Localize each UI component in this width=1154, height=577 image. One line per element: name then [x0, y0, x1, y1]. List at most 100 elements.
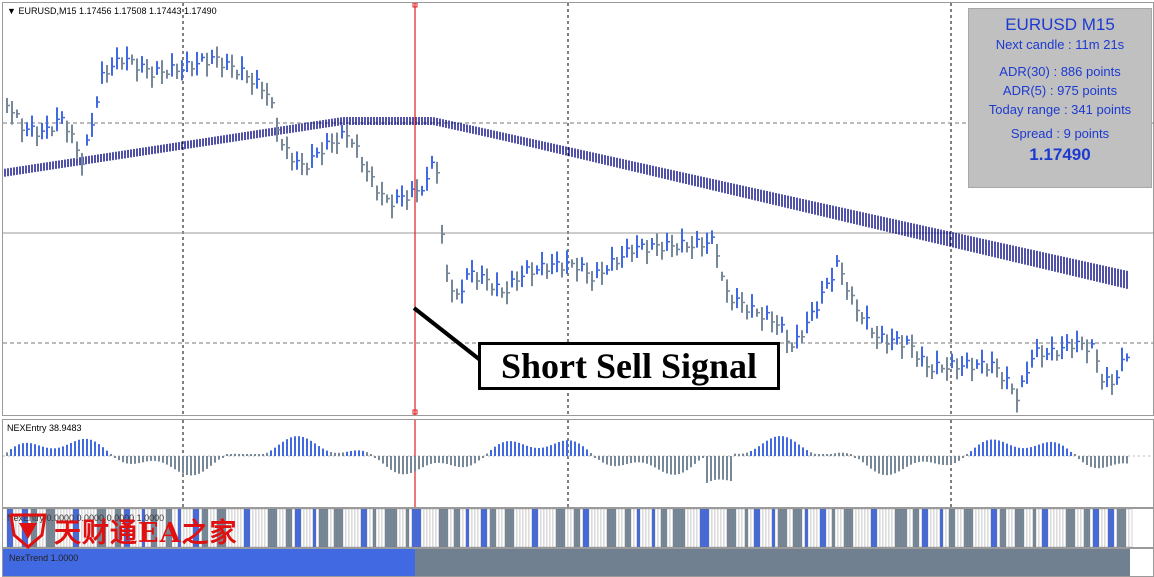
entry-bar-stripe: [339, 509, 344, 547]
entry-bar-stripe: [882, 509, 887, 547]
entry-bar-stripe: [1050, 509, 1055, 547]
entry-bar-stripe: [789, 509, 794, 547]
entry-bar-stripe: [927, 509, 932, 547]
entry-bar-stripe: [363, 509, 368, 547]
entry-bar-stripe: [486, 509, 491, 547]
entry-bar-stripe: [723, 509, 728, 547]
entry-bar-stripe: [1092, 509, 1097, 547]
entry-bar-stripe: [840, 509, 845, 547]
entry-bar-stripe: [657, 509, 662, 547]
entry-bar-stripe: [654, 509, 659, 547]
entry-bar-stripe: [462, 509, 467, 547]
entry-bar-stripe: [384, 509, 389, 547]
chart-ohlc-header: EURUSD,M15 1.17456 1.17508 1.17443 1.174…: [18, 6, 217, 16]
entry-bar-stripe: [843, 509, 848, 547]
entry-bar-stripe: [1074, 509, 1079, 547]
entry-bar-stripe: [633, 509, 638, 547]
entry-bar-stripe: [477, 509, 482, 547]
entry-bar-stripe: [726, 509, 731, 547]
entry-bar-stripe: [1116, 509, 1121, 547]
entry-bar-stripe: [1041, 509, 1046, 547]
entry-bar-stripe: [321, 509, 326, 547]
entry-bar-stripe: [810, 509, 815, 547]
entry-bar-stripe: [426, 509, 431, 547]
entry-bar-stripe: [453, 509, 458, 547]
entry-bar-stripe: [594, 509, 599, 547]
entry-bar-stripe: [885, 509, 890, 547]
entry-bar-stripe: [906, 509, 911, 547]
entry-bar-stripe: [693, 509, 698, 547]
entry-bar-stripe: [792, 509, 797, 547]
entry-bar-stripe: [261, 509, 266, 547]
entry-bar-stripe: [291, 509, 296, 547]
entry-bar-stripe: [1065, 509, 1070, 547]
entry-bar-stripe: [555, 509, 560, 547]
entry-bar-stripe: [342, 509, 347, 547]
nex-entry-bars-pane[interactable]: NexEntry 0.0000 0.0000 0.0000 1.0000: [2, 508, 1154, 548]
entry-bar-stripe: [873, 509, 878, 547]
entry-bar-stripe: [663, 509, 668, 547]
entry-bar-stripe: [897, 509, 902, 547]
entry-bar-stripe: [237, 509, 242, 547]
entry-bar-stripe: [702, 509, 707, 547]
entry-bar-stripe: [471, 509, 476, 547]
entry-bar-stripe: [888, 509, 893, 547]
entry-bar-stripe: [1089, 509, 1094, 547]
entry-bar-stripe: [639, 509, 644, 547]
entry-bar-stripe: [306, 509, 311, 547]
entry-bar-stripe: [264, 509, 269, 547]
entry-bar-stripe: [450, 509, 455, 547]
entry-bar-stripe: [963, 509, 968, 547]
entry-bar-stripe: [501, 509, 506, 547]
entry-bar-stripe: [333, 509, 338, 547]
entry-bar-stripe: [621, 509, 626, 547]
entry-bar-stripe: [915, 509, 920, 547]
entry-bar-stripe: [405, 509, 410, 547]
entry-bar-stripe: [747, 509, 752, 547]
entry-bar-stripe: [939, 509, 944, 547]
entry-bar-stripe: [777, 509, 782, 547]
entry-bar-stripe: [675, 509, 680, 547]
entry-bar-stripe: [360, 509, 365, 547]
entry-bar-stripe: [768, 509, 773, 547]
entry-bar-stripe: [990, 509, 995, 547]
nex-trend-pane[interactable]: NexTrend 1.0000: [2, 548, 1154, 577]
entry-bar-stripe: [387, 509, 392, 547]
entry-bar-stripe: [636, 509, 641, 547]
entry-bar-stripe: [762, 509, 767, 547]
entry-bar-stripe: [330, 509, 335, 547]
entry-bar-stripe: [1086, 509, 1091, 547]
entry-bar-stripe: [570, 509, 575, 547]
entry-bar-stripe: [891, 509, 896, 547]
entry-bar-stripe: [498, 509, 503, 547]
entry-bar-stripe: [402, 509, 407, 547]
entry-bar-stripe: [765, 509, 770, 547]
entry-bar-stripe: [1053, 509, 1058, 547]
next-candle-timer: Next candle : 11m 21s: [995, 37, 1125, 52]
collapse-arrow-icon[interactable]: ▼: [7, 6, 16, 16]
entry-bar-stripe: [879, 509, 884, 547]
entry-bar-stripe: [543, 509, 548, 547]
entry-bar-stripe: [741, 509, 746, 547]
entry-bar-stripe: [798, 509, 803, 547]
entry-bar-stripe: [624, 509, 629, 547]
entry-bar-stripe: [1080, 509, 1085, 547]
entry-bar-stripe: [438, 509, 443, 547]
entry-bar-stripe: [744, 509, 749, 547]
entry-bar-stripe: [312, 509, 317, 547]
entry-bar-stripe: [696, 509, 701, 547]
nex-entry-indicator-pane[interactable]: NEXEntry 38.9483: [2, 419, 1154, 508]
entry-bar-stripe: [786, 509, 791, 547]
entry-bar-stripe: [435, 509, 440, 547]
entry-bar-stripe: [852, 509, 857, 547]
entry-bar-stripe: [717, 509, 722, 547]
entry-bar-stripe: [981, 509, 986, 547]
entry-bar-stripe: [267, 509, 272, 547]
entry-bar-stripe: [381, 509, 386, 547]
entry-bar-stripe: [255, 509, 260, 547]
entry-bar-stripe: [318, 509, 323, 547]
entry-bar-stripe: [1098, 509, 1103, 547]
entry-bar-stripe: [918, 509, 923, 547]
entry-bar-stripe: [699, 509, 704, 547]
entry-bar-stripe: [831, 509, 836, 547]
